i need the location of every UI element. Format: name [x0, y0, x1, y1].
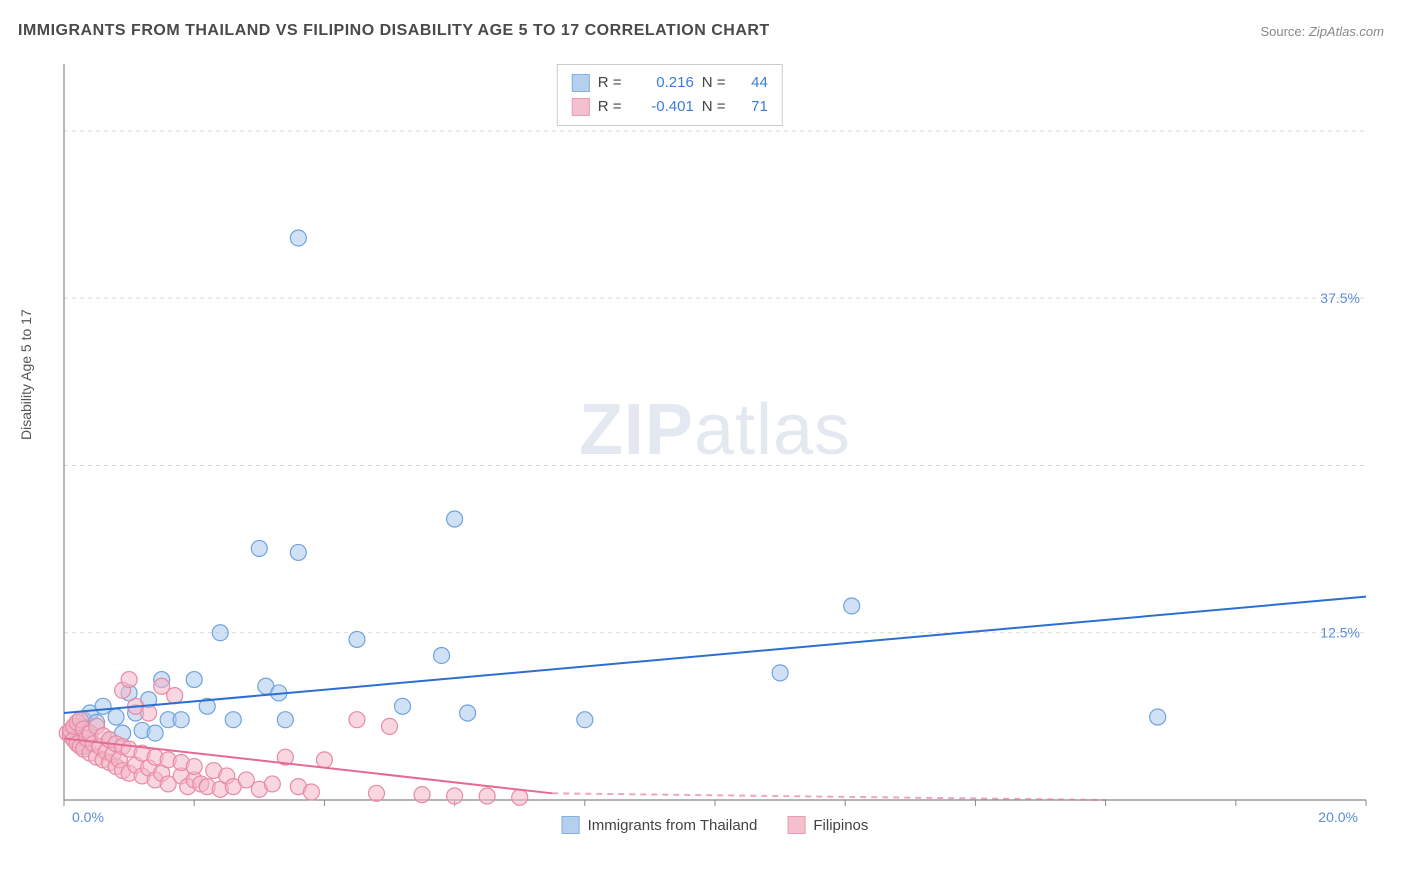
- svg-text:37.5%: 37.5%: [1320, 290, 1360, 306]
- source-prefix: Source:: [1260, 24, 1308, 39]
- swatch-bottom-0: [562, 816, 580, 834]
- swatch-series-1: [572, 98, 590, 116]
- r-label: R =: [598, 95, 626, 119]
- r-value-1: -0.401: [634, 95, 694, 119]
- n-value-1: 71: [738, 95, 768, 119]
- legend-item-0: Immigrants from Thailand: [562, 816, 758, 834]
- n-label: N =: [702, 95, 730, 119]
- legend-item-1: Filipinos: [787, 816, 868, 834]
- legend-row-series-1: R = -0.401 N = 71: [572, 95, 768, 119]
- n-label: N =: [702, 71, 730, 95]
- y-axis-label: Disability Age 5 to 17: [18, 309, 34, 440]
- legend-row-series-0: R = 0.216 N = 44: [572, 71, 768, 95]
- source-attribution: Source: ZipAtlas.com: [1260, 24, 1384, 39]
- scatter-chart: 12.5% 37.5% 0.0% 20.0%: [50, 60, 1380, 830]
- series-name-0: Immigrants from Thailand: [588, 817, 758, 834]
- series-legend: Immigrants from Thailand Filipinos: [562, 816, 869, 834]
- source-name: ZipAtlas.com: [1309, 24, 1384, 39]
- correlation-legend: R = 0.216 N = 44 R = -0.401 N = 71: [557, 64, 783, 126]
- chart-title: IMMIGRANTS FROM THAILAND VS FILIPINO DIS…: [18, 22, 770, 40]
- svg-text:12.5%: 12.5%: [1320, 625, 1360, 641]
- r-value-0: 0.216: [634, 71, 694, 95]
- n-value-0: 44: [738, 71, 768, 95]
- chart-area: ZIPatlas 12.5%37.5%0.0%20.0% R = 0.216 N…: [50, 60, 1380, 830]
- svg-text:20.0%: 20.0%: [1318, 809, 1358, 825]
- r-label: R =: [598, 71, 626, 95]
- svg-text:0.0%: 0.0%: [72, 809, 104, 825]
- swatch-series-0: [572, 74, 590, 92]
- swatch-bottom-1: [787, 816, 805, 834]
- series-name-1: Filipinos: [813, 817, 868, 834]
